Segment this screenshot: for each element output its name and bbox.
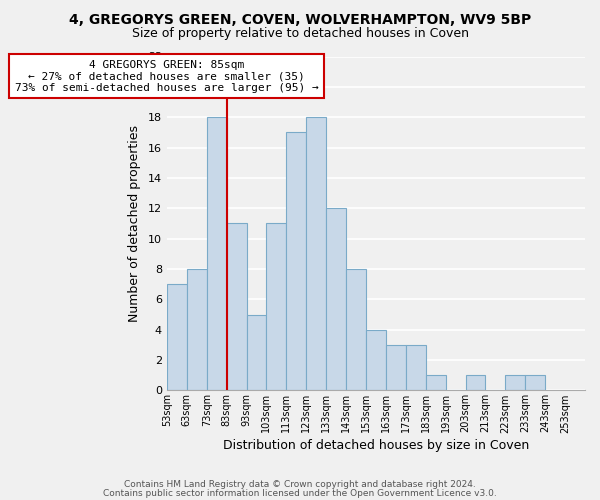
Bar: [206, 117, 227, 390]
Bar: [426, 375, 446, 390]
Bar: [366, 330, 386, 390]
Bar: [266, 224, 286, 390]
Bar: [227, 224, 247, 390]
Bar: [406, 345, 426, 391]
Bar: [187, 269, 206, 390]
Text: Contains public sector information licensed under the Open Government Licence v3: Contains public sector information licen…: [103, 488, 497, 498]
Bar: [525, 375, 545, 390]
Bar: [466, 375, 485, 390]
Text: 4, GREGORYS GREEN, COVEN, WOLVERHAMPTON, WV9 5BP: 4, GREGORYS GREEN, COVEN, WOLVERHAMPTON,…: [69, 12, 531, 26]
Y-axis label: Number of detached properties: Number of detached properties: [128, 125, 141, 322]
Text: 4 GREGORYS GREEN: 85sqm
← 27% of detached houses are smaller (35)
73% of semi-de: 4 GREGORYS GREEN: 85sqm ← 27% of detache…: [15, 60, 319, 92]
Text: Contains HM Land Registry data © Crown copyright and database right 2024.: Contains HM Land Registry data © Crown c…: [124, 480, 476, 489]
X-axis label: Distribution of detached houses by size in Coven: Distribution of detached houses by size …: [223, 440, 529, 452]
Bar: [326, 208, 346, 390]
Bar: [386, 345, 406, 391]
Bar: [346, 269, 366, 390]
Bar: [286, 132, 306, 390]
Bar: [247, 314, 266, 390]
Bar: [306, 117, 326, 390]
Bar: [167, 284, 187, 391]
Bar: [505, 375, 525, 390]
Text: Size of property relative to detached houses in Coven: Size of property relative to detached ho…: [131, 28, 469, 40]
